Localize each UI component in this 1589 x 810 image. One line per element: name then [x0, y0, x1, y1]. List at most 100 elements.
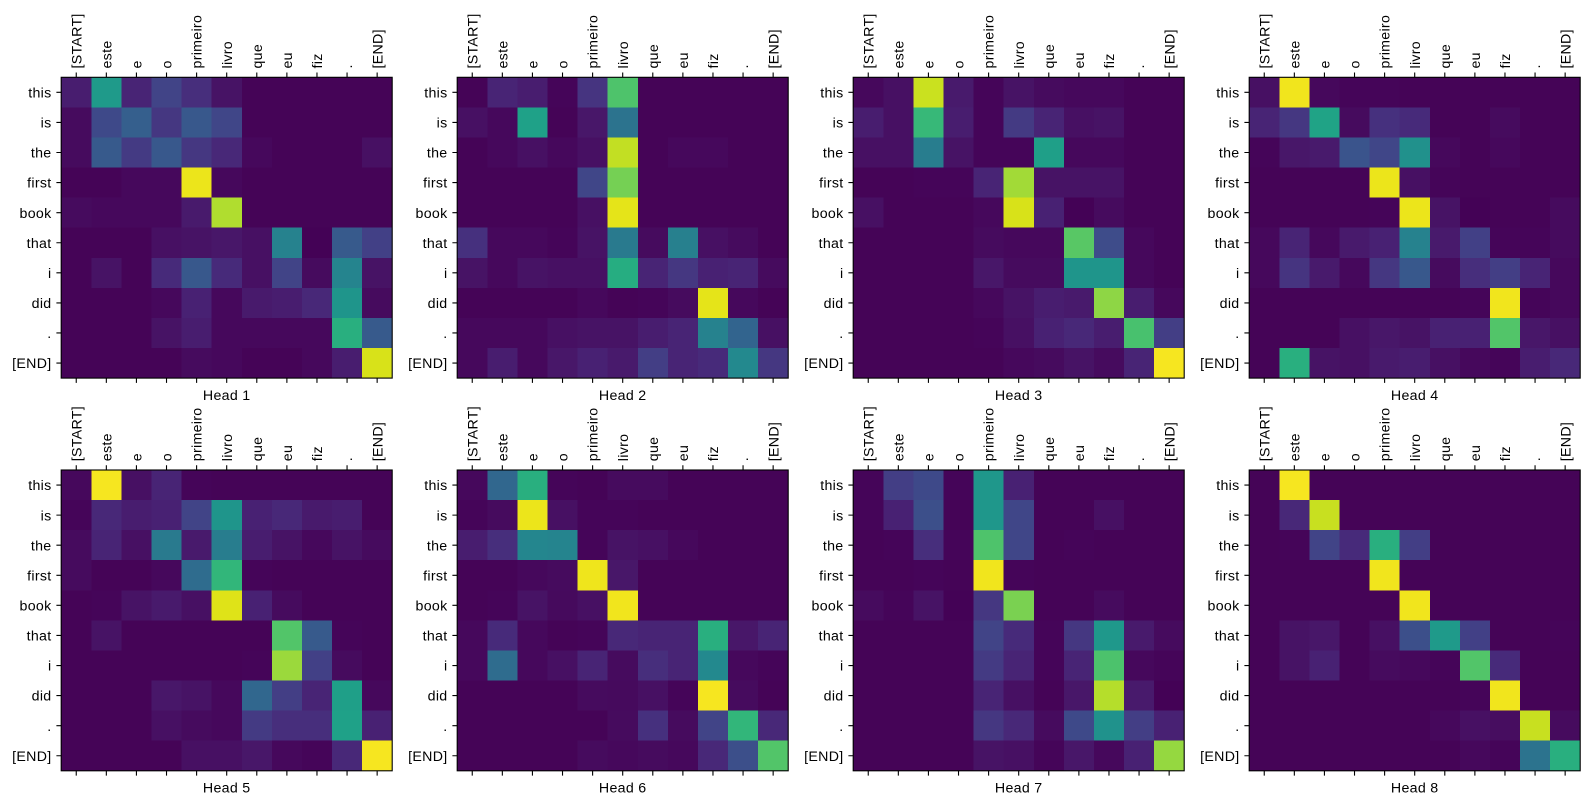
- svg-text:is: is: [1229, 116, 1240, 132]
- svg-text:first: first: [1215, 176, 1239, 192]
- svg-text:eu: eu: [1072, 52, 1088, 68]
- svg-text:fiz: fiz: [310, 446, 326, 461]
- svg-text:primeiro: primeiro: [586, 15, 602, 69]
- svg-text:.: .: [1132, 64, 1148, 68]
- svg-text:livro: livro: [1012, 41, 1028, 69]
- svg-text:[END]: [END]: [1162, 422, 1178, 461]
- svg-text:that: that: [1215, 236, 1240, 252]
- svg-text:.: .: [1528, 457, 1544, 461]
- svg-text:o: o: [1348, 60, 1364, 68]
- svg-text:Head 2: Head 2: [599, 388, 647, 404]
- svg-text:[END]: [END]: [1200, 356, 1239, 372]
- svg-text:[END]: [END]: [766, 422, 782, 461]
- svg-text:primeiro: primeiro: [982, 408, 998, 462]
- svg-text:o: o: [1348, 453, 1364, 461]
- svg-text:is: is: [41, 116, 52, 132]
- svg-text:este: este: [1287, 433, 1303, 461]
- svg-text:[END]: [END]: [12, 356, 51, 372]
- svg-text:i: i: [840, 659, 843, 675]
- svg-text:book: book: [812, 206, 845, 222]
- svg-text:fiz: fiz: [706, 53, 722, 68]
- svg-text:.: .: [340, 457, 356, 461]
- svg-text:.: .: [736, 457, 752, 461]
- svg-text:o: o: [952, 60, 968, 68]
- svg-text:.: .: [736, 64, 752, 68]
- svg-text:[START]: [START]: [1257, 406, 1273, 461]
- svg-text:que: que: [1438, 437, 1454, 462]
- svg-text:Head 6: Head 6: [599, 781, 647, 797]
- svg-text:.: .: [1235, 719, 1239, 735]
- svg-text:is: is: [833, 116, 844, 132]
- svg-text:i: i: [48, 266, 51, 282]
- svg-text:Head 4: Head 4: [1391, 388, 1439, 404]
- svg-text:Head 7: Head 7: [995, 781, 1043, 797]
- svg-text:este: este: [891, 40, 907, 68]
- svg-text:o: o: [952, 453, 968, 461]
- svg-text:that: that: [819, 629, 844, 645]
- svg-text:that: that: [819, 236, 844, 252]
- svg-text:that: that: [423, 629, 448, 645]
- svg-text:[START]: [START]: [465, 406, 481, 461]
- svg-text:[END]: [END]: [1558, 29, 1574, 68]
- svg-text:e: e: [1318, 453, 1334, 461]
- svg-text:que: que: [646, 44, 662, 69]
- svg-text:livro: livro: [220, 434, 236, 462]
- svg-text:this: this: [820, 85, 843, 101]
- svg-text:e: e: [130, 453, 146, 461]
- svg-text:fiz: fiz: [1102, 53, 1118, 68]
- svg-text:that: that: [1215, 629, 1240, 645]
- svg-text:.: .: [1132, 457, 1148, 461]
- svg-text:eu: eu: [676, 445, 692, 461]
- svg-text:primeiro: primeiro: [190, 408, 206, 462]
- svg-text:eu: eu: [1468, 445, 1484, 461]
- svg-text:o: o: [556, 453, 572, 461]
- svg-text:e: e: [1318, 60, 1334, 68]
- svg-text:this: this: [28, 478, 51, 494]
- svg-text:.: .: [47, 326, 51, 342]
- svg-text:the: the: [427, 538, 448, 554]
- svg-text:[START]: [START]: [69, 406, 85, 461]
- svg-text:[END]: [END]: [370, 422, 386, 461]
- svg-text:did: did: [824, 296, 844, 312]
- svg-text:.: .: [839, 326, 843, 342]
- svg-text:[START]: [START]: [861, 13, 877, 68]
- svg-text:did: did: [32, 296, 52, 312]
- svg-text:fiz: fiz: [706, 446, 722, 461]
- svg-text:Head 3: Head 3: [995, 388, 1043, 404]
- svg-text:did: did: [824, 689, 844, 705]
- svg-text:[START]: [START]: [861, 406, 877, 461]
- svg-text:este: este: [99, 40, 115, 68]
- svg-text:[START]: [START]: [1257, 13, 1273, 68]
- svg-text:primeiro: primeiro: [1378, 408, 1394, 462]
- svg-text:eu: eu: [1072, 445, 1088, 461]
- svg-text:this: this: [820, 478, 843, 494]
- svg-text:o: o: [556, 60, 572, 68]
- svg-text:is: is: [833, 508, 844, 524]
- svg-text:[END]: [END]: [408, 749, 447, 765]
- svg-text:book: book: [20, 206, 53, 222]
- svg-text:book: book: [20, 598, 53, 614]
- svg-text:primeiro: primeiro: [586, 408, 602, 462]
- svg-text:the: the: [1219, 538, 1240, 554]
- svg-text:o: o: [160, 60, 176, 68]
- svg-text:the: the: [823, 146, 844, 162]
- svg-text:[END]: [END]: [1162, 29, 1178, 68]
- svg-text:this: this: [424, 85, 447, 101]
- svg-text:este: este: [495, 433, 511, 461]
- svg-text:que: que: [1042, 437, 1058, 462]
- svg-text:did: did: [428, 296, 448, 312]
- svg-text:livro: livro: [1408, 41, 1424, 69]
- svg-text:e: e: [526, 60, 542, 68]
- svg-text:.: .: [1528, 64, 1544, 68]
- svg-text:que: que: [1042, 44, 1058, 69]
- svg-text:first: first: [27, 176, 51, 192]
- svg-text:book: book: [416, 206, 449, 222]
- svg-text:fiz: fiz: [310, 53, 326, 68]
- svg-text:[START]: [START]: [69, 13, 85, 68]
- svg-text:que: que: [646, 437, 662, 462]
- svg-text:this: this: [1216, 478, 1239, 494]
- svg-text:first: first: [1215, 568, 1239, 584]
- svg-text:i: i: [1236, 659, 1239, 675]
- svg-text:livro: livro: [616, 41, 632, 69]
- svg-text:the: the: [427, 146, 448, 162]
